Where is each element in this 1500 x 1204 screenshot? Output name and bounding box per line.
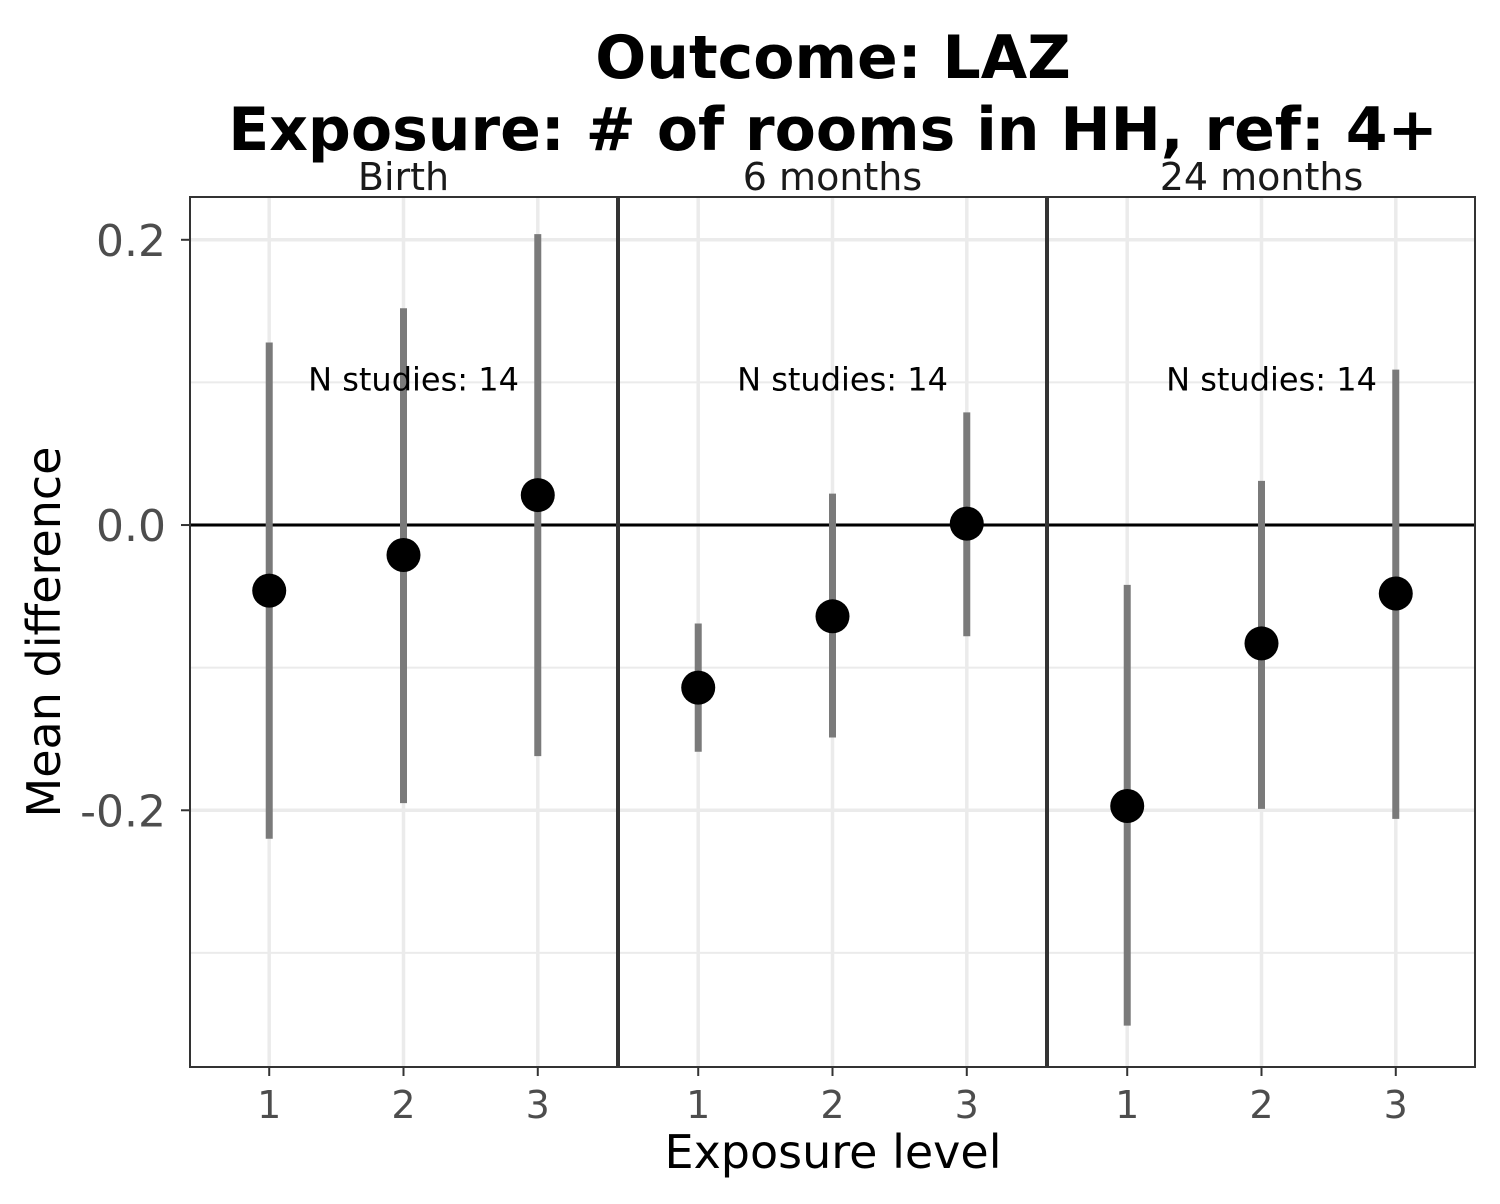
x-tick-label: 3 [1384,1083,1408,1127]
x-tick-label: 1 [1115,1083,1139,1127]
x-tick-label: 2 [1249,1083,1273,1127]
y-tick-label: 0.0 [96,501,166,552]
chart-title-line2: Exposure: # of rooms in HH, ref: 4+ [228,95,1438,165]
y-tick-label: -0.2 [80,786,166,837]
point-estimate [949,506,984,541]
point-estimate [815,599,850,634]
x-tick-label: 3 [526,1083,550,1127]
panel-3: N studies: 14 24 months 1 2 3 [1047,155,1476,1127]
annotation-text: N studies: 14 [737,361,948,399]
point-estimate [681,670,716,705]
point-estimate [386,537,421,572]
point-estimate [1378,576,1413,611]
chart-title-line1: Outcome: LAZ [595,23,1070,93]
point-estimate [252,573,287,608]
strip-label: 6 months [743,155,922,199]
point-estimate [1244,626,1279,661]
x-tick-label: 3 [955,1083,979,1127]
plot-area: N studies: 14 Birth 1 2 3 N studies: 14 6 mont… [80,155,1476,1127]
x-tick-label: 2 [391,1083,415,1127]
x-tick-label: 2 [820,1083,844,1127]
point-estimate [1110,789,1145,823]
x-tick-label: 1 [257,1083,281,1127]
panel-2: N studies: 14 6 months 1 2 3 [618,155,1047,1127]
x-axis-label: Exposure level [665,1125,1002,1179]
annotation-text: N studies: 14 [1166,361,1377,399]
annotation-text: N studies: 14 [308,361,519,399]
point-estimate [520,478,555,513]
y-axis-label: Mean difference [17,447,71,818]
x-tick-label: 1 [686,1083,710,1127]
panel-1: N studies: 14 Birth 1 2 3 [189,155,618,1127]
strip-label: Birth [358,155,449,199]
y-tick-label: 0.2 [96,216,166,267]
strip-label: 24 months [1160,155,1364,199]
